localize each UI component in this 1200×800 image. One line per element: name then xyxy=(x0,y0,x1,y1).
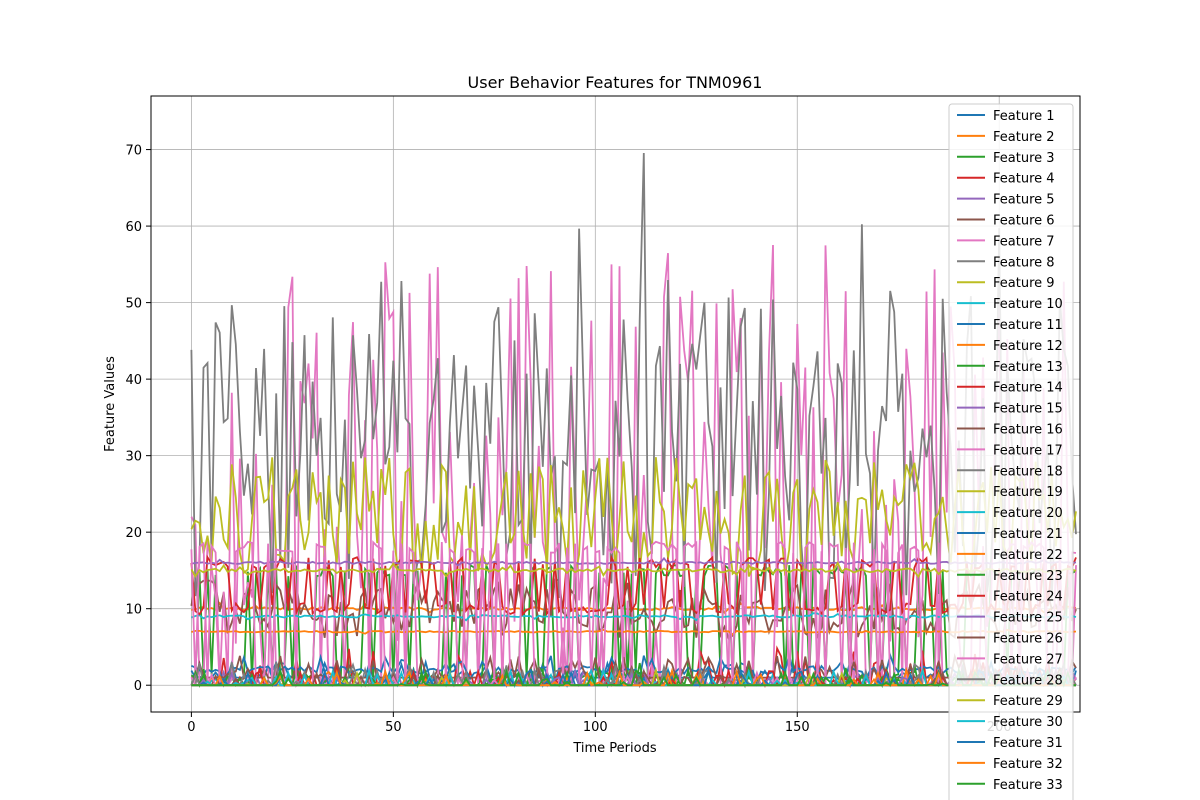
legend-entry: Feature 31 xyxy=(993,736,1063,751)
chart-title: User Behavior Features for TNM0961 xyxy=(468,73,763,92)
series-line-33 xyxy=(191,666,1076,688)
legend: Feature 1 Feature 2 Feature 3 Feature 4 Feat… xyxy=(948,103,1074,800)
y-tick-label: 40 xyxy=(125,373,142,388)
x-tick-label: 150 xyxy=(785,720,810,735)
legend-box xyxy=(948,103,1074,800)
legend-entry: Feature 2 xyxy=(993,130,1055,145)
axes xyxy=(150,95,1081,713)
series-line-9 xyxy=(190,457,1077,577)
plot-frame xyxy=(150,95,1081,713)
legend-entry: Feature 13 xyxy=(993,360,1063,375)
legend-entry: Feature 22 xyxy=(993,548,1063,563)
legend-entry: Feature 11 xyxy=(993,318,1063,333)
legend-entry: Feature 33 xyxy=(993,778,1063,793)
y-tick-label: 0 xyxy=(134,679,142,694)
legend-entry: Feature 25 xyxy=(993,611,1063,626)
legend-entry: Feature 8 xyxy=(993,255,1055,270)
legend-entry: Feature 16 xyxy=(993,423,1063,438)
legend-entry: Feature 3 xyxy=(993,151,1055,166)
series-line-15 xyxy=(191,556,1077,567)
series-line-19 xyxy=(190,560,1077,579)
y-tick-label: 20 xyxy=(125,526,142,541)
legend-entry: Feature 28 xyxy=(993,673,1063,688)
series-line-16 xyxy=(191,652,1077,681)
legend-entry: Feature 29 xyxy=(993,694,1063,709)
series-line-6 xyxy=(190,577,1077,641)
y-tick-label: 60 xyxy=(125,220,142,235)
legend-entry: Feature 1 xyxy=(993,109,1055,124)
legend-entry: Feature 7 xyxy=(993,234,1055,249)
legend-entry: Feature 18 xyxy=(993,464,1063,479)
legend-entry: Feature 10 xyxy=(993,297,1063,312)
legend-entry: Feature 26 xyxy=(993,632,1063,647)
x-axis-title: Time Periods xyxy=(572,741,656,756)
y-axis-title: Feature Values xyxy=(103,356,118,452)
y-tick-label: 30 xyxy=(125,450,142,465)
x-tick-label: 0 xyxy=(187,720,195,735)
y-tick-label: 70 xyxy=(125,144,142,159)
series-line-12 xyxy=(191,628,1077,636)
legend-entry: Feature 15 xyxy=(993,402,1063,417)
series-line-10 xyxy=(191,612,1077,622)
legend-entry: Feature 17 xyxy=(993,443,1063,458)
legend-entry: Feature 32 xyxy=(993,757,1063,772)
y-tick-label: 10 xyxy=(125,603,142,618)
legend-entry: Feature 14 xyxy=(993,381,1063,396)
x-tick-label: 50 xyxy=(385,720,402,735)
series-lines xyxy=(190,152,1077,689)
legend-entry: Feature 6 xyxy=(993,214,1055,229)
legend-entry: Feature 5 xyxy=(993,193,1055,208)
series-line-14 xyxy=(190,554,1077,617)
legend-entry: Feature 4 xyxy=(993,172,1055,187)
x-tick-label: 100 xyxy=(583,720,608,735)
legend-entry: Feature 23 xyxy=(993,569,1063,584)
legend-entry: Feature 21 xyxy=(993,527,1063,542)
legend-entry: Feature 12 xyxy=(993,339,1063,354)
legend-entry: Feature 27 xyxy=(993,652,1063,667)
legend-entry: Feature 19 xyxy=(993,485,1063,500)
legend-entry: Feature 30 xyxy=(993,715,1063,730)
legend-entry: Feature 24 xyxy=(993,590,1063,605)
y-tick-label: 50 xyxy=(125,297,142,312)
legend-entry: Feature 20 xyxy=(993,506,1063,521)
legend-entry: Feature 9 xyxy=(993,276,1055,291)
